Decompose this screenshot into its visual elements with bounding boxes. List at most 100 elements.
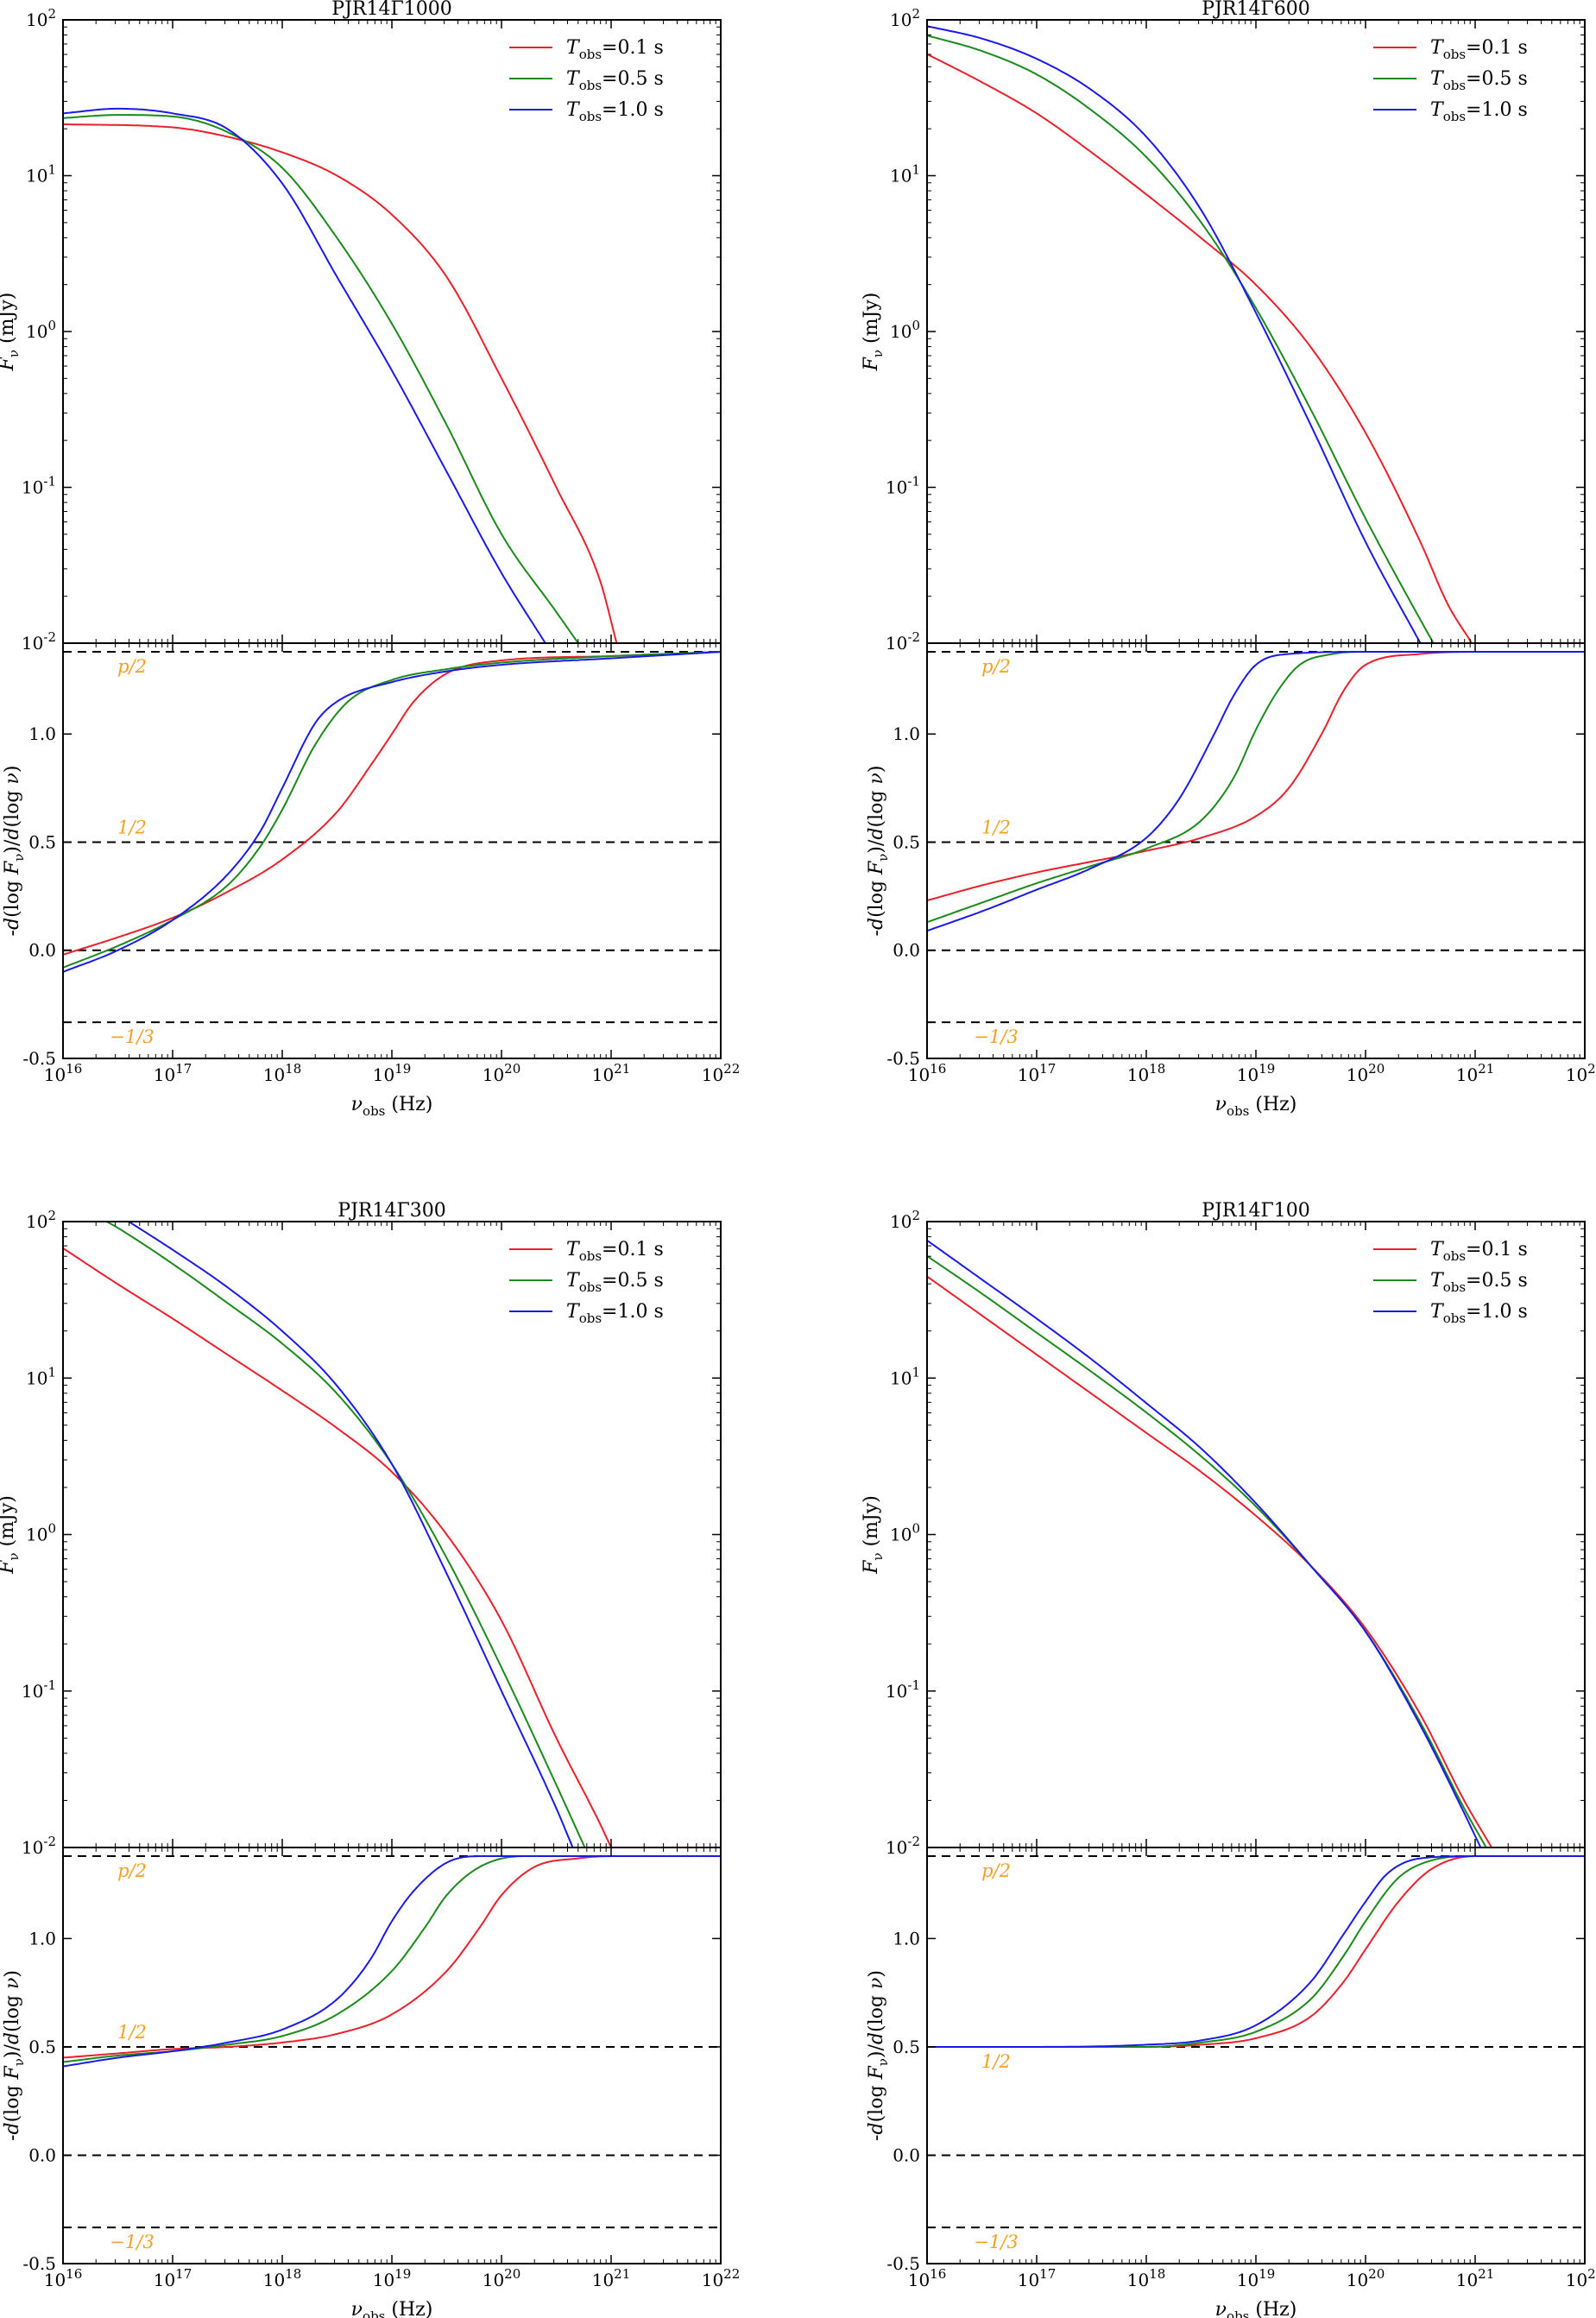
chart-title: PJR14Γ1000 <box>331 0 451 20</box>
flux-line <box>927 1275 1492 1847</box>
x-tick-label: 1017 <box>1018 1061 1057 1085</box>
y-tick-label: 102 <box>890 6 920 30</box>
legend-label: Tobs=0.1 s <box>1430 1239 1528 1264</box>
x-tick-label: 1020 <box>483 1061 521 1085</box>
y-tick-label: 10-1 <box>22 1677 56 1702</box>
x-tick-label: 1016 <box>908 2266 947 2290</box>
y-tick-label: 1.0 <box>893 1928 920 1949</box>
y-tick-label: -0.5 <box>22 2253 56 2274</box>
y-tick-label: 1.0 <box>893 723 920 744</box>
y-axis-label-bottom: -d(log Fν)/d(log ν) <box>2 1970 27 2141</box>
y-axis-label-top: Fν (mJy) <box>861 1495 886 1575</box>
y-tick-label: 0.5 <box>893 2037 920 2057</box>
flux-line <box>927 1255 1487 1847</box>
flux-line <box>927 35 1435 643</box>
x-tick-label: 1022 <box>702 2266 741 2290</box>
slope-line <box>63 651 721 973</box>
legend-label: Tobs=1.0 s <box>566 1301 664 1326</box>
flux-line <box>63 107 546 643</box>
chart-panel-3: PJR14Γ300 p/2 1/2 −1/3 1016 1017 1018 1019 1020 1… <box>0 1200 740 2318</box>
y-tick-label: 0.5 <box>28 831 56 852</box>
x-tick-label: 1018 <box>263 2266 302 2290</box>
x-tick-label: 1018 <box>263 1061 302 1085</box>
reference-label: p/2 <box>981 656 1011 677</box>
y-tick-label: 10-2 <box>22 1834 56 1858</box>
reference-label: p/2 <box>117 1860 147 1881</box>
chart-title: PJR14Γ300 <box>337 1200 445 1222</box>
y-tick-label: 101 <box>26 162 56 186</box>
bottom-axes-frame <box>926 1847 1586 2264</box>
x-axis-label: νobs (Hz) <box>351 2299 433 2318</box>
slope-line <box>927 651 1585 924</box>
x-tick-label: 1016 <box>44 1061 83 1085</box>
legend-label: Tobs=0.5 s <box>566 68 664 93</box>
y-tick-label: 100 <box>26 1521 56 1545</box>
reference-label: 1/2 <box>117 817 147 837</box>
y-tick-label: 10-2 <box>22 629 56 654</box>
x-tick-label: 1020 <box>483 2266 521 2290</box>
x-tick-label: 1019 <box>373 1061 412 1085</box>
x-tick-label: 1018 <box>1127 1061 1166 1085</box>
slope-line <box>63 651 721 956</box>
flux-line <box>63 1247 612 1847</box>
slope-line <box>927 651 1585 932</box>
y-tick-label: 100 <box>890 1521 920 1545</box>
y-tick-label: -0.5 <box>886 1048 920 1069</box>
y-tick-label: 1.0 <box>28 723 56 744</box>
flux-line <box>128 1222 574 1847</box>
bottom-axes-frame <box>62 1847 722 2264</box>
y-tick-label: 101 <box>890 162 920 186</box>
y-tick-label: 100 <box>26 318 56 342</box>
flux-line <box>63 123 618 643</box>
y-tick-label: 10-1 <box>886 1677 920 1702</box>
legend-label: Tobs=1.0 s <box>566 99 664 124</box>
bottom-axes-frame <box>926 642 1586 1059</box>
reference-label: −1/3 <box>110 1026 154 1047</box>
x-tick-label: 1022 <box>702 1061 741 1085</box>
x-axis-label: νobs (Hz) <box>351 1094 433 1119</box>
reference-label: p/2 <box>981 1860 1011 1881</box>
slope-line <box>63 651 721 969</box>
x-tick-label: 1017 <box>1018 2266 1057 2290</box>
slope-line <box>63 1855 721 2068</box>
reference-label: 1/2 <box>117 2022 147 2043</box>
reference-label: 1/2 <box>981 2051 1011 2072</box>
chart-panel-2: PJR14Γ600 p/2 1/2 −1/3 1016 1017 1018 1019 1020 1… <box>861 0 1596 1119</box>
slope-line <box>927 1855 1585 2048</box>
legend-label: Tobs=0.5 s <box>1430 1270 1528 1295</box>
y-axis-label-bottom: -d(log Fν)/d(log ν) <box>2 766 27 937</box>
x-tick-label: 1017 <box>154 1061 192 1085</box>
y-tick-label: 0.0 <box>28 2144 56 2165</box>
reference-label: 1/2 <box>981 817 1011 837</box>
x-tick-label: 1019 <box>1237 1061 1276 1085</box>
reference-label: −1/3 <box>974 1026 1018 1047</box>
y-tick-label: 10-1 <box>22 474 56 498</box>
x-tick-label: 1021 <box>592 1061 631 1085</box>
y-axis-label-bottom: -d(log Fν)/d(log ν) <box>866 766 891 937</box>
reference-label: p/2 <box>117 656 147 677</box>
y-axis-label-top: Fν (mJy) <box>0 1495 22 1575</box>
y-tick-label: 101 <box>26 1364 56 1388</box>
x-tick-label: 1022 <box>1566 1061 1596 1085</box>
x-axis-label: νobs (Hz) <box>1215 1094 1297 1119</box>
legend-label: Tobs=1.0 s <box>1430 99 1528 124</box>
reference-label: −1/3 <box>974 2232 1018 2252</box>
flux-line <box>106 1222 586 1847</box>
y-axis-label-top: Fν (mJy) <box>0 293 22 372</box>
y-tick-label: 102 <box>26 6 56 30</box>
legend-label: Tobs=0.1 s <box>1430 37 1528 62</box>
y-tick-label: -0.5 <box>22 1048 56 1069</box>
y-tick-label: -0.5 <box>886 2253 920 2274</box>
y-tick-label: 102 <box>890 1208 920 1232</box>
x-tick-label: 1020 <box>1347 2266 1385 2290</box>
slope-line <box>927 1855 1585 2048</box>
chart-panel-4: PJR14Γ100 p/2 1/2 −1/3 1016 1017 1018 1019 1020 1… <box>861 1200 1596 2318</box>
y-tick-label: 0.5 <box>28 2037 56 2057</box>
legend-label: Tobs=1.0 s <box>1430 1301 1528 1326</box>
slope-line <box>927 651 1585 902</box>
x-tick-label: 1021 <box>1456 1061 1495 1085</box>
x-tick-label: 1018 <box>1127 2266 1166 2290</box>
y-tick-label: 10-1 <box>886 474 920 498</box>
